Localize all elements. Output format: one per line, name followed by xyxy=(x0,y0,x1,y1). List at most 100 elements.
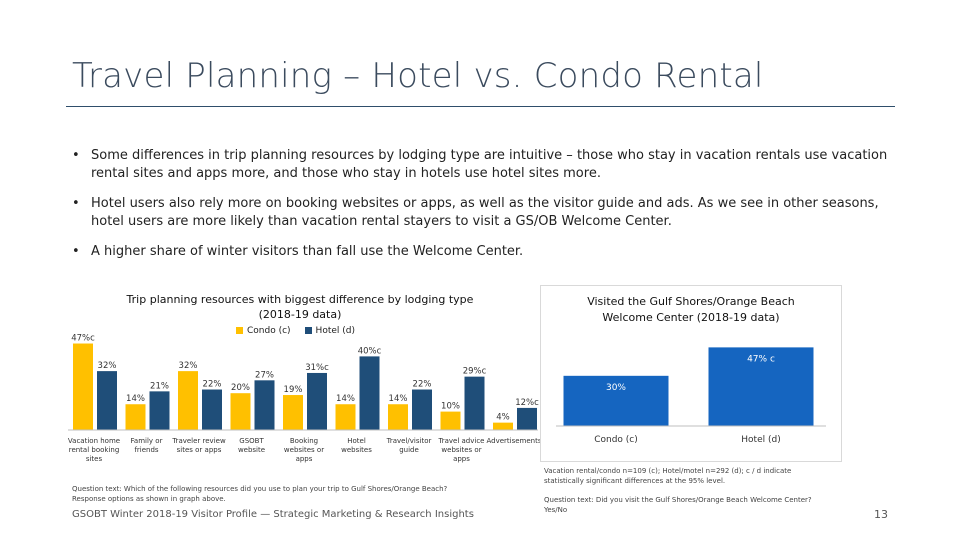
right-chart-panel: Visited the Gulf Shores/Orange Beach Wel… xyxy=(540,285,842,462)
bullet-text: Some differences in trip planning resour… xyxy=(91,148,888,181)
category-label: Vacation home xyxy=(68,437,120,445)
footer-text: GSOBT Winter 2018-19 Visitor Profile — S… xyxy=(72,509,474,520)
data-label: 10% xyxy=(441,402,460,412)
right-chart-title: Visited the Gulf Shores/Orange Beach Wel… xyxy=(541,294,841,326)
data-label: 21% xyxy=(150,381,169,391)
bar-condo xyxy=(73,343,93,430)
right-note-line1: Vacation rental/condo n=109 (c); Hotel/m… xyxy=(544,467,792,475)
data-label: 22% xyxy=(203,380,222,390)
data-label: 14% xyxy=(126,394,145,404)
data-label: 14% xyxy=(336,394,355,404)
right-question-line2: Yes/No xyxy=(544,506,568,514)
category-label: guide xyxy=(399,446,419,454)
bar-condo xyxy=(125,404,146,430)
bar-hotel xyxy=(464,376,485,430)
category-label: apps xyxy=(453,455,470,463)
bar-condo xyxy=(493,422,513,430)
bar-hotel xyxy=(149,391,170,430)
legend-item-condo: Condo (c) xyxy=(236,326,291,336)
bar-condo xyxy=(283,395,303,430)
category-label: Hotel (d) xyxy=(741,435,780,445)
right-sample-note: Vacation rental/condo n=109 (c); Hotel/m… xyxy=(544,466,834,486)
bullet-glyph: • xyxy=(72,148,80,163)
category-label: Traveler review xyxy=(171,437,226,445)
category-label: websites xyxy=(341,446,372,454)
bar-condo xyxy=(335,404,356,430)
bullet-glyph: • xyxy=(72,244,80,259)
bar-condo xyxy=(388,404,408,430)
left-chart-title-line2: (2018-19 data) xyxy=(258,308,342,321)
bullet-list: • Some differences in trip planning resou… xyxy=(72,147,902,273)
slide-title: Travel Planning – Hotel vs. Condo Rental xyxy=(72,56,764,96)
data-label: 32% xyxy=(98,361,117,371)
data-label: 40%c xyxy=(358,346,382,356)
bullet-item: • A higher share of winter visitors than … xyxy=(72,243,902,261)
data-label: 19% xyxy=(284,385,303,395)
bullet-text: Hotel users also rely more on booking we… xyxy=(91,196,879,229)
legend-item-hotel: Hotel (d) xyxy=(304,326,355,336)
category-label: Condo (c) xyxy=(594,435,638,445)
data-label: 27% xyxy=(255,370,274,380)
category-label: websites or xyxy=(441,446,481,454)
category-label: Travel/visitor xyxy=(386,437,432,445)
category-label: GSOBT xyxy=(239,437,264,445)
category-label: rental booking xyxy=(69,446,120,454)
data-label: 22% xyxy=(413,380,432,390)
data-label: 32% xyxy=(179,361,198,371)
bar-condo xyxy=(178,371,198,430)
data-label: 4% xyxy=(496,413,510,423)
data-label: 20% xyxy=(231,383,250,393)
category-label: apps xyxy=(296,455,313,463)
bar-hotel xyxy=(254,380,275,430)
category-label: sites or apps xyxy=(177,446,222,454)
bullet-text: A higher share of winter visitors than f… xyxy=(91,244,524,259)
right-note-line2: statistically significant differences at… xyxy=(544,477,726,485)
left-question-line: Question text: Which of the following re… xyxy=(72,485,448,493)
data-label: 12%c xyxy=(515,398,539,408)
legend-swatch-condo xyxy=(236,327,243,334)
bar-hotel xyxy=(359,356,380,430)
category-label: Travel advice xyxy=(437,437,484,445)
title-divider xyxy=(66,106,895,107)
right-chart-title-line2: Welcome Center (2018-19 data) xyxy=(602,311,780,324)
left-response-line: Response options as shown in graph above… xyxy=(72,495,226,503)
right-question-text: Question text: Did you visit the Gulf Sh… xyxy=(544,495,844,515)
legend-label-hotel: Hotel (d) xyxy=(315,326,355,336)
data-label: 14% xyxy=(389,394,408,404)
bullet-item: • Hotel users also rely more on booking w… xyxy=(72,195,902,231)
legend-label-condo: Condo (c) xyxy=(247,326,291,336)
bar-hotel xyxy=(307,372,327,430)
category-label: Booking xyxy=(290,437,318,445)
left-chart-title: Trip planning resources with biggest dif… xyxy=(100,292,500,322)
left-chart-title-line1: Trip planning resources with biggest dif… xyxy=(126,293,474,306)
category-label: Advertisements xyxy=(486,437,540,445)
data-label: 47% c xyxy=(747,354,775,364)
bar-hotel xyxy=(517,407,537,430)
data-label: 29%c xyxy=(463,367,487,377)
legend-swatch-hotel xyxy=(304,327,312,334)
category-label: websites or xyxy=(284,446,324,454)
category-label: website xyxy=(238,446,265,454)
category-label: Hotel xyxy=(347,437,366,445)
page-number: 13 xyxy=(874,508,888,521)
left-chart-legend: Condo (c) Hotel (d) xyxy=(236,326,355,336)
left-question-text: Question text: Which of the following re… xyxy=(72,484,532,504)
welcome-center-bar xyxy=(708,347,814,426)
category-label: Family or xyxy=(131,437,163,445)
bar-condo xyxy=(440,411,461,430)
data-label: 31%c xyxy=(305,363,329,373)
welcome-center-bar xyxy=(563,375,669,426)
bar-hotel xyxy=(97,371,117,430)
data-label: 30% xyxy=(606,383,626,393)
category-label: friends xyxy=(134,446,158,454)
bar-hotel xyxy=(412,389,432,430)
category-label: sites xyxy=(86,455,103,463)
data-label: 47%c xyxy=(71,334,95,344)
bullet-item: • Some differences in trip planning resou… xyxy=(72,147,902,183)
bar-hotel xyxy=(202,389,222,430)
bar-condo xyxy=(230,393,251,430)
right-bar-chart: 30% Condo (c) 47% c Hotel (d) xyxy=(556,347,826,445)
right-question-line1: Question text: Did you visit the Gulf Sh… xyxy=(544,496,812,504)
bullet-glyph: • xyxy=(72,196,80,211)
